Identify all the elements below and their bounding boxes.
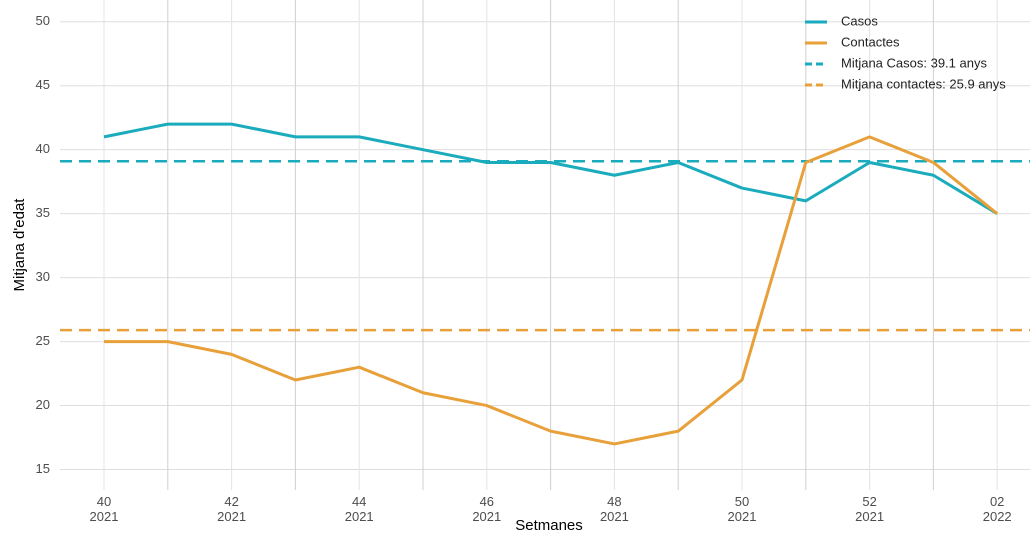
x-tick-label: 40 2021 xyxy=(90,494,119,524)
legend-label: Mitjana contactes: 25.9 anys xyxy=(841,76,1006,91)
x-tick-label: 02 2022 xyxy=(983,494,1012,524)
x-tick-label: 42 2021 xyxy=(217,494,246,524)
x-tick-label: 46 2021 xyxy=(472,494,501,524)
x-tick-label: 48 2021 xyxy=(600,494,629,524)
y-tick-label: 40 xyxy=(36,141,50,156)
series-line xyxy=(103,122,998,215)
y-tick-label: 45 xyxy=(36,77,50,92)
grid xyxy=(60,0,1030,490)
series-line xyxy=(104,135,999,446)
legend-label: Casos xyxy=(841,13,878,28)
x-tick-label: 52 2021 xyxy=(855,494,884,524)
y-axis-title: Mitjana d'edat xyxy=(11,198,28,292)
y-tick-label: 50 xyxy=(36,13,50,28)
y-tick-label: 15 xyxy=(36,461,50,476)
x-axis-title: Setmanes xyxy=(515,517,583,534)
x-tick-label: 50 2021 xyxy=(728,494,757,524)
y-tick-label: 30 xyxy=(36,269,50,284)
legend-label: Mitjana Casos: 39.1 anys xyxy=(841,55,987,70)
y-tick-label: 35 xyxy=(36,205,50,220)
y-tick-label: 20 xyxy=(36,397,50,412)
legend-label: Contactes xyxy=(841,34,900,49)
x-tick-label: 44 2021 xyxy=(345,494,374,524)
y-tick-label: 25 xyxy=(36,333,50,348)
